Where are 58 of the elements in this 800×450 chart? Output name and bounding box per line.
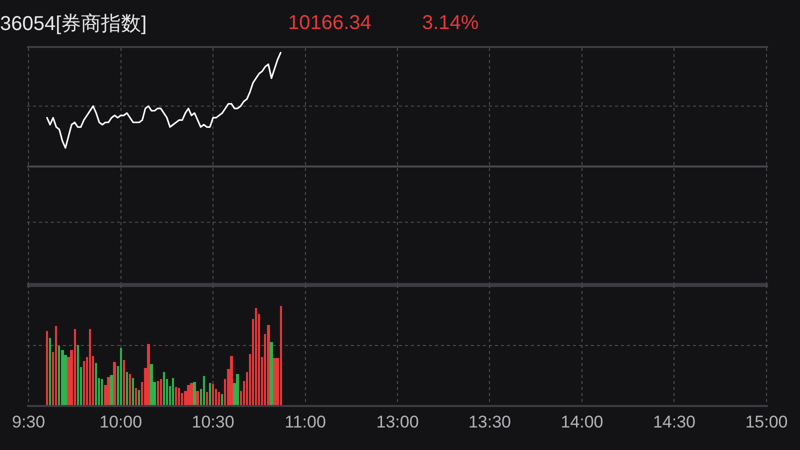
bar xyxy=(163,372,165,405)
x-tick-label: 15:00 xyxy=(745,412,788,432)
bar xyxy=(147,344,150,405)
bar xyxy=(129,374,131,405)
bar xyxy=(113,362,116,405)
x-tick-label: 14:00 xyxy=(560,412,604,432)
bar xyxy=(138,390,140,405)
bar xyxy=(89,329,91,405)
bar xyxy=(230,356,233,405)
bar xyxy=(218,392,220,405)
text: 10166.34 xyxy=(288,12,372,34)
chart-title: 36054[券商指数] xyxy=(0,13,147,35)
x-tick-label: 13:00 xyxy=(376,412,419,432)
bar xyxy=(160,379,162,405)
bar xyxy=(123,360,125,405)
bar xyxy=(187,385,190,405)
x-tick-label: 11:00 xyxy=(284,412,326,432)
bar xyxy=(132,378,134,405)
bar xyxy=(178,388,180,405)
bar xyxy=(172,378,174,405)
bar xyxy=(193,382,196,405)
bar xyxy=(255,308,257,405)
bar xyxy=(270,342,273,405)
bar xyxy=(77,345,79,405)
bar xyxy=(236,374,239,405)
bar xyxy=(101,379,103,405)
bar xyxy=(55,326,57,405)
bar xyxy=(46,331,48,405)
bar xyxy=(203,376,205,405)
bar xyxy=(196,391,199,405)
x-tick-label: 14:30 xyxy=(652,412,696,432)
bar xyxy=(190,383,193,405)
x-tick-label: 10:00 xyxy=(100,412,142,432)
bar xyxy=(49,338,51,405)
bar xyxy=(221,394,223,405)
bar xyxy=(267,325,270,405)
x-tick-label: 9:30 xyxy=(12,412,46,432)
bar xyxy=(212,384,214,405)
x-tick-label: 10:30 xyxy=(192,412,234,432)
bar xyxy=(175,387,177,405)
bar xyxy=(95,363,97,405)
bar xyxy=(206,392,208,405)
x-tick-label: 13:30 xyxy=(468,412,512,432)
bar xyxy=(280,306,282,405)
bar xyxy=(273,358,276,405)
bar xyxy=(126,372,128,405)
bar xyxy=(107,377,110,405)
bar xyxy=(74,329,76,405)
bar xyxy=(58,346,60,405)
bar xyxy=(209,383,211,405)
bar xyxy=(157,381,159,405)
bar xyxy=(110,375,113,405)
bar xyxy=(61,350,64,405)
bar xyxy=(135,388,137,405)
text: 3.14% xyxy=(422,12,479,34)
bar xyxy=(83,361,85,405)
bar xyxy=(150,364,153,405)
bar xyxy=(120,348,122,405)
